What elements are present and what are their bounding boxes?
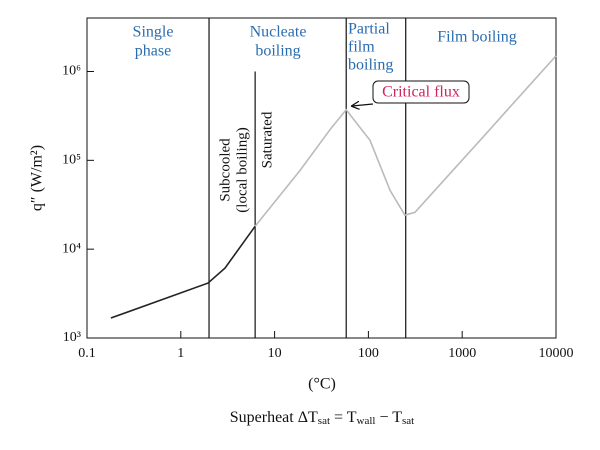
x-axis-label-part: sat bbox=[318, 415, 330, 427]
x-axis-label-part: wall bbox=[357, 415, 376, 427]
x-tick-label: 10000 bbox=[539, 346, 574, 361]
region-label: boiling bbox=[348, 57, 393, 74]
x-tick-label: 10 bbox=[268, 346, 282, 361]
x-tick-label: 1000 bbox=[448, 346, 476, 361]
x-tick-label: 1 bbox=[177, 346, 184, 361]
x-tick-label: 100 bbox=[358, 346, 379, 361]
region-label: film bbox=[348, 39, 375, 56]
x-tick-label: 0.1 bbox=[78, 346, 96, 361]
x-axis-label-part: − T bbox=[376, 409, 403, 426]
annotation: (local boiling) bbox=[234, 127, 250, 212]
y-axis-label: q″ (W/m²) bbox=[29, 145, 46, 211]
y-tick-label: 10⁶ bbox=[62, 64, 81, 79]
x-axis-unit: (°C) bbox=[308, 376, 336, 393]
boiling-curve bbox=[110, 225, 256, 319]
region-label: Film boiling bbox=[437, 29, 517, 46]
region-label: boiling bbox=[255, 43, 300, 60]
region-label: Nucleate bbox=[250, 24, 307, 41]
callout-text: Critical flux bbox=[382, 84, 460, 101]
plot-frame bbox=[86, 17, 557, 339]
x-axis-label-part: sat bbox=[402, 415, 414, 427]
callout-arrow bbox=[352, 104, 374, 106]
y-tick-label: 10³ bbox=[63, 330, 81, 345]
boiling-curve bbox=[254, 55, 557, 227]
region-label: Partial bbox=[348, 21, 390, 38]
x-axis-label-part: Superheat ΔT bbox=[230, 409, 318, 426]
y-tick-label: 10⁵ bbox=[62, 153, 81, 168]
y-tick-label: 10⁴ bbox=[62, 241, 81, 256]
annotation: Saturated bbox=[259, 111, 275, 168]
annotation: Subcooled bbox=[217, 138, 233, 202]
region-label: Single bbox=[133, 24, 174, 41]
region-label: phase bbox=[135, 43, 171, 60]
callout-box bbox=[372, 80, 470, 104]
x-axis-label: Superheat ΔTsat = Twall − Tsat bbox=[230, 409, 415, 427]
x-axis-label-part: = T bbox=[330, 409, 357, 426]
